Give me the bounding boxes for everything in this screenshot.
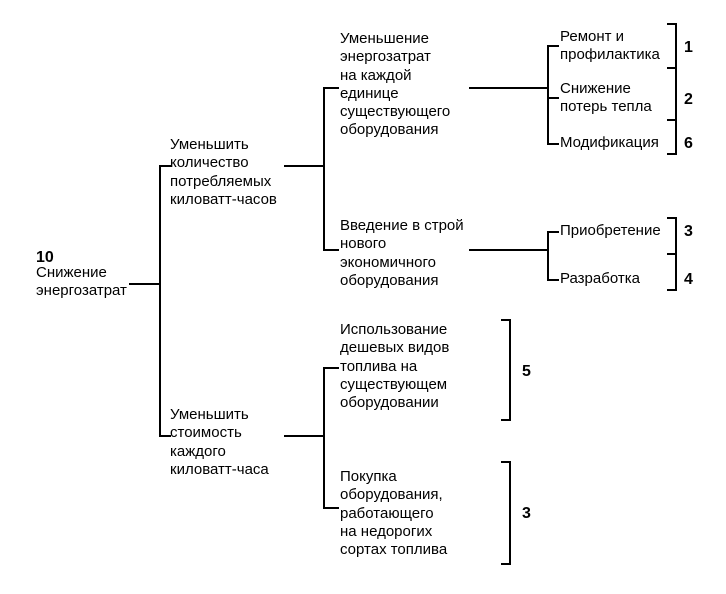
- tree-node: Использование дешевых видов топлива на с…: [340, 321, 510, 412]
- tree-node: Уменьшить стоимость каждого киловатт-час…: [170, 406, 320, 479]
- rank-label: 1: [684, 38, 693, 58]
- tree-node: Снижение энергозатрат: [36, 264, 146, 301]
- diagram-canvas: Снижение энергозатрат10 Уменьшить количес…: [0, 0, 726, 594]
- tree-node: Разработка: [560, 270, 690, 288]
- tree-node: Введение в строй нового экономичного обо…: [340, 217, 510, 290]
- rank-label: 6: [684, 134, 693, 154]
- tree-node: Снижение потерь тепла: [560, 80, 690, 117]
- rank-label: 10: [36, 248, 54, 268]
- tree-node: Уменьшение энергозатрат на каждой единиц…: [340, 30, 510, 140]
- tree-node: Модификация: [560, 134, 690, 152]
- tree-node: Покупка оборудования, работающего на нед…: [340, 468, 510, 559]
- rank-label: 4: [684, 270, 693, 290]
- tree-node: Ремонт и профилактика: [560, 28, 690, 65]
- rank-label: 5: [522, 362, 531, 382]
- tree-node: Приобретение: [560, 222, 690, 240]
- rank-label: 3: [522, 504, 531, 524]
- tree-node: Уменьшить количество потребляемых килова…: [170, 136, 320, 209]
- rank-label: 2: [684, 90, 693, 110]
- rank-label: 3: [684, 222, 693, 242]
